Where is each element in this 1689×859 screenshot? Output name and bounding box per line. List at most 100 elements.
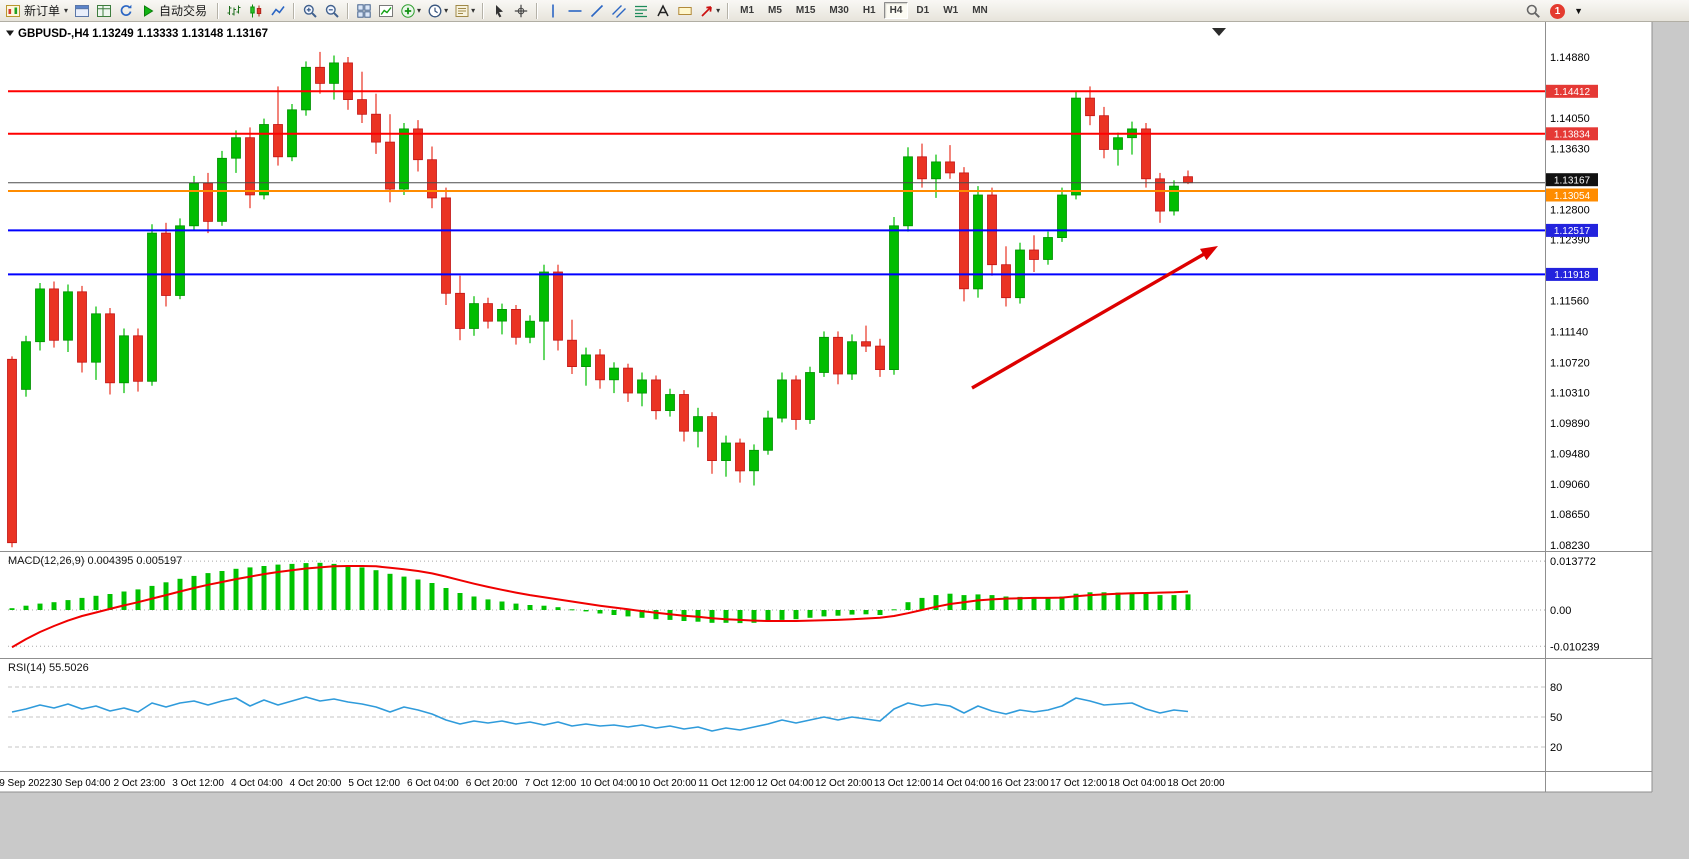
candle	[749, 444, 759, 486]
candle	[567, 319, 577, 374]
rsi-line	[11, 696, 1189, 732]
macd-histogram-bar	[1185, 594, 1191, 610]
tile-windows-button[interactable]	[354, 1, 374, 21]
auto-trading-button[interactable]: 自动交易	[138, 1, 212, 21]
timeframe-m1-button[interactable]: M1	[740, 5, 755, 16]
timeframe-m5-button[interactable]: M5	[768, 5, 782, 16]
time-axis-label: 6 Oct 04:00	[407, 778, 459, 789]
candle	[805, 366, 815, 424]
notification-badge[interactable]: 1	[1550, 3, 1566, 19]
cursor-button[interactable]	[489, 1, 509, 21]
macd-histogram-bar	[79, 597, 85, 610]
candle	[119, 328, 129, 394]
candle	[1169, 180, 1179, 216]
refresh-icon	[118, 3, 134, 19]
refresh-button[interactable]	[116, 1, 136, 21]
chart-window-button[interactable]	[72, 1, 92, 21]
bars-icon	[226, 3, 242, 19]
macd-histogram-bar	[541, 605, 547, 610]
svg-text:1.13167: 1.13167	[1554, 176, 1591, 187]
timeframe-h1-button[interactable]: H1	[862, 5, 876, 16]
equidistant-channel-button[interactable]	[609, 1, 629, 21]
candle	[665, 388, 675, 417]
macd-histogram-bar	[779, 610, 785, 620]
chart-shift-marker[interactable]	[1212, 28, 1226, 36]
zoom-in-button[interactable]	[300, 1, 320, 21]
trend-arrow[interactable]	[971, 246, 1218, 390]
search-icon[interactable]	[1525, 3, 1541, 19]
candle	[819, 331, 829, 377]
time-axis-label: 18 Oct 04:00	[1109, 778, 1167, 789]
caret-down-icon[interactable]: ▼	[1574, 6, 1583, 16]
candle	[791, 375, 801, 430]
macd-histogram-bar	[247, 567, 253, 610]
time-axis-label: 14 Oct 04:00	[933, 778, 991, 789]
macd-histogram-bar	[303, 563, 309, 610]
candle	[735, 438, 745, 483]
fibonacci-button[interactable]	[631, 1, 651, 21]
candle	[413, 120, 423, 172]
horizontal-line-button[interactable]	[565, 1, 585, 21]
timeframe-m15-button[interactable]: M15	[795, 5, 816, 16]
text-icon	[655, 3, 671, 19]
price-tag: 1.13167	[1546, 173, 1598, 187]
timeframe-w1-button[interactable]: W1	[943, 5, 959, 16]
macd-histogram-bar	[499, 601, 505, 610]
macd-label: MACD(12,26,9) 0.004395 0.005197	[8, 555, 182, 567]
candle	[1015, 242, 1025, 304]
periods-button[interactable]: ▾	[425, 1, 450, 21]
candle	[343, 57, 353, 110]
candle	[133, 328, 143, 392]
candle	[581, 347, 591, 386]
cursor-icon	[491, 3, 507, 19]
templates-button[interactable]: ▾	[452, 1, 477, 21]
zoom-out-button[interactable]	[322, 1, 342, 21]
macd-axis-label: -0.010239	[1550, 641, 1600, 653]
macd-histogram-bar	[583, 610, 589, 612]
crosshair-button[interactable]	[511, 1, 531, 21]
macd-histogram-bar	[23, 605, 29, 610]
caret-down-icon: ▾	[716, 6, 721, 15]
timeframe-mn-button[interactable]: MN	[972, 5, 988, 16]
price-axis[interactable]	[1545, 22, 1652, 792]
vertical-line-button[interactable]	[543, 1, 563, 21]
vline-icon	[545, 3, 561, 19]
market-watch-button[interactable]	[94, 1, 114, 21]
candle	[1155, 172, 1165, 223]
new-chart-button[interactable]	[376, 1, 396, 21]
price-tag: 1.13054	[1546, 188, 1598, 202]
chart-menu-icon[interactable]	[6, 30, 14, 37]
caret-down-icon: ▾	[417, 6, 422, 15]
macd-histogram-bar	[219, 571, 225, 610]
macd-histogram-bar	[401, 576, 407, 610]
text-label-button[interactable]	[675, 1, 695, 21]
candle	[147, 224, 157, 386]
macd-histogram-bar	[121, 591, 127, 610]
macd-histogram-bar	[793, 610, 799, 620]
macd-histogram-bar	[345, 565, 351, 610]
trendline-button[interactable]	[587, 1, 607, 21]
timeframe-d1-button[interactable]: D1	[916, 5, 930, 16]
text-button[interactable]	[653, 1, 673, 21]
arrows-button[interactable]: ▾	[697, 1, 722, 21]
line-chart-mode-button[interactable]	[268, 1, 288, 21]
macd-histogram-bar	[611, 610, 617, 615]
macd-histogram-bar	[527, 605, 533, 610]
indicators-button[interactable]: ▾	[398, 1, 423, 21]
macd-histogram-bar	[891, 609, 897, 611]
quotes-icon	[96, 3, 112, 19]
new-order-button[interactable]: 新订单 ▾	[3, 1, 70, 21]
time-axis-label: 29 Sep 2022	[0, 778, 51, 789]
candle	[987, 187, 997, 276]
candle	[245, 127, 255, 209]
label-icon	[677, 3, 693, 19]
candle	[595, 349, 605, 389]
timeframe-h4-button[interactable]: H4	[883, 2, 909, 19]
bar-chart-mode-button[interactable]	[224, 1, 244, 21]
candle	[903, 147, 913, 232]
candle	[105, 308, 115, 395]
timeframe-m30-button[interactable]: M30	[829, 5, 849, 16]
candlestick-mode-button[interactable]	[246, 1, 266, 21]
macd-histogram-bar	[625, 610, 631, 617]
